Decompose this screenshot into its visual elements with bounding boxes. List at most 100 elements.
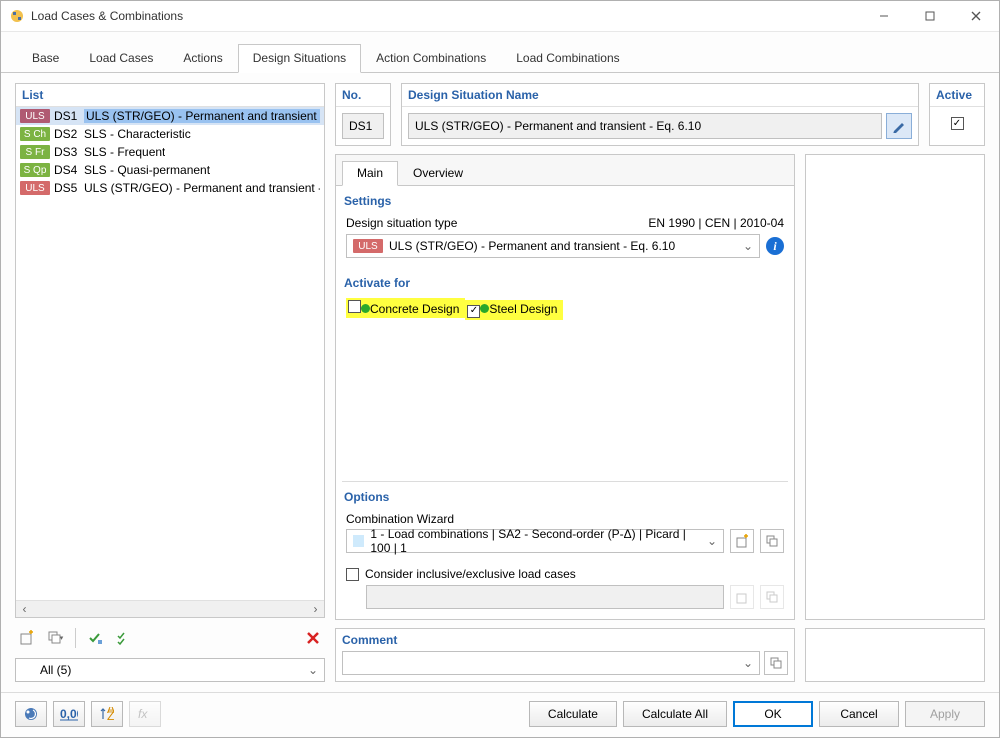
list-panel: List ULSDS1ULS (STR/GEO) - Permanent and… bbox=[15, 83, 325, 618]
list-row[interactable]: S FrDS3SLS - Frequent bbox=[16, 143, 324, 161]
row-badge: ULS bbox=[20, 109, 50, 123]
no-field: DS1 bbox=[342, 113, 384, 139]
activate-body: Concrete Design ✓Steel Design bbox=[336, 294, 794, 333]
row-badge: S Qp bbox=[20, 163, 50, 177]
row-id: DS4 bbox=[54, 163, 80, 177]
chevron-down-icon: ⌄ bbox=[743, 239, 753, 253]
comment-field[interactable]: ⌄ bbox=[342, 651, 760, 675]
comment-side-panel bbox=[805, 628, 985, 682]
ok-button[interactable]: OK bbox=[733, 701, 813, 727]
close-button[interactable] bbox=[953, 1, 999, 32]
header-row: No. DS1 Design Situation Name ULS (STR/G… bbox=[335, 83, 985, 146]
name-panel: Design Situation Name ULS (STR/GEO) - Pe… bbox=[401, 83, 919, 146]
type-badge: ULS bbox=[353, 239, 383, 253]
situation-type-combo[interactable]: ULS ULS (STR/GEO) - Permanent and transi… bbox=[346, 234, 760, 258]
delete-item-button[interactable] bbox=[301, 626, 325, 650]
row-name: SLS - Quasi-permanent bbox=[84, 163, 210, 177]
side-info-panel bbox=[805, 154, 985, 620]
name-field[interactable]: ULS (STR/GEO) - Permanent and transient … bbox=[408, 113, 882, 139]
options-body: Combination Wizard 1 - Load combinations… bbox=[336, 508, 794, 619]
minimize-button[interactable] bbox=[861, 1, 907, 32]
subtab-overview[interactable]: Overview bbox=[398, 161, 478, 186]
wizard-edit-button[interactable] bbox=[760, 529, 784, 553]
activate-item: ✓Steel Design bbox=[465, 300, 563, 320]
calculate-button[interactable]: Calculate bbox=[529, 701, 617, 727]
dialog-window: Load Cases & Combinations BaseLoad Cases… bbox=[0, 0, 1000, 738]
row-name: SLS - Characteristic bbox=[84, 127, 191, 141]
situation-type-label: Design situation type bbox=[346, 216, 457, 230]
comment-panel: Comment ⌄ bbox=[335, 628, 795, 682]
consider-checkbox[interactable] bbox=[346, 568, 359, 581]
activate-checkbox[interactable] bbox=[348, 300, 361, 313]
list-row[interactable]: ULSDS5ULS (STR/GEO) - Permanent and tran… bbox=[16, 179, 324, 197]
tab-load-combinations[interactable]: Load Combinations bbox=[501, 44, 634, 73]
titlebar: Load Cases & Combinations bbox=[1, 1, 999, 32]
design-situation-list[interactable]: ULSDS1ULS (STR/GEO) - Permanent and tran… bbox=[16, 107, 324, 600]
wizard-new-button[interactable] bbox=[730, 529, 754, 553]
scroll-right-icon[interactable]: › bbox=[307, 601, 324, 618]
comment-extra-button[interactable] bbox=[764, 651, 788, 675]
options-title: Options bbox=[336, 482, 794, 508]
settings-title: Settings bbox=[336, 186, 794, 212]
tab-base[interactable]: Base bbox=[17, 44, 74, 73]
row-id: DS2 bbox=[54, 127, 80, 141]
comment-title: Comment bbox=[336, 629, 794, 651]
name-label: Design Situation Name bbox=[402, 84, 918, 107]
row-name: ULS (STR/GEO) - Permanent and transient … bbox=[84, 109, 320, 123]
maximize-button[interactable] bbox=[907, 1, 953, 32]
row-id: DS3 bbox=[54, 145, 80, 159]
left-column: List ULSDS1ULS (STR/GEO) - Permanent and… bbox=[15, 83, 325, 682]
list-filter-combo[interactable]: All (5) ⌄ bbox=[15, 658, 325, 682]
help-button[interactable] bbox=[15, 701, 47, 727]
list-row[interactable]: S Ch DS2 SLS - Characteristic bbox=[16, 125, 324, 143]
check-all-button[interactable] bbox=[112, 626, 136, 650]
active-panel: Active ✓ bbox=[929, 83, 985, 146]
fx-button: fx bbox=[129, 701, 161, 727]
new-item-button[interactable] bbox=[15, 626, 39, 650]
list-row[interactable]: ULSDS1ULS (STR/GEO) - Permanent and tran… bbox=[16, 107, 324, 125]
svg-text:0,00: 0,00 bbox=[60, 707, 78, 721]
active-label: Active bbox=[930, 84, 984, 107]
tab-actions[interactable]: Actions bbox=[168, 44, 237, 73]
check-selected-button[interactable] bbox=[84, 626, 108, 650]
main-panel-row: MainOverview Settings Design situation t… bbox=[335, 154, 985, 620]
tab-action-combinations[interactable]: Action Combinations bbox=[361, 44, 501, 73]
chevron-down-icon: ⌄ bbox=[308, 663, 318, 677]
sort-button[interactable]: AZ bbox=[91, 701, 123, 727]
no-label: No. bbox=[336, 84, 390, 107]
activate-label: Concrete Design bbox=[370, 302, 459, 316]
bottom-bar: 0,00 AZ fx Calculate Calculate All OK Ca… bbox=[1, 692, 999, 737]
subtab-main[interactable]: Main bbox=[342, 161, 398, 186]
row-badge: S Fr bbox=[20, 145, 50, 159]
activate-checkbox[interactable]: ✓ bbox=[467, 305, 480, 318]
app-icon bbox=[9, 8, 25, 24]
row-badge: S Ch bbox=[20, 127, 50, 141]
svg-text:fx: fx bbox=[138, 707, 148, 721]
activate-title: Activate for bbox=[336, 268, 794, 294]
settings-body: Design situation type EN 1990 | CEN | 20… bbox=[336, 212, 794, 268]
main-detail-panel: MainOverview Settings Design situation t… bbox=[335, 154, 795, 620]
consider-label: Consider inclusive/exclusive load cases bbox=[365, 567, 576, 581]
active-checkbox[interactable]: ✓ bbox=[951, 117, 964, 130]
cancel-button[interactable]: Cancel bbox=[819, 701, 899, 727]
info-icon[interactable]: i bbox=[766, 237, 784, 255]
tab-design-situations[interactable]: Design Situations bbox=[238, 44, 361, 73]
edit-name-button[interactable] bbox=[886, 113, 912, 139]
tab-load-cases[interactable]: Load Cases bbox=[74, 44, 168, 73]
apply-button: Apply bbox=[905, 701, 985, 727]
units-button[interactable]: 0,00 bbox=[53, 701, 85, 727]
row-badge: ULS bbox=[20, 181, 50, 195]
wizard-combo[interactable]: 1 - Load combinations | SA2 - Second-ord… bbox=[346, 529, 724, 553]
list-hscrollbar[interactable]: ‹ › bbox=[16, 600, 324, 617]
content-area: List ULSDS1ULS (STR/GEO) - Permanent and… bbox=[1, 73, 999, 692]
copy-item-button[interactable]: ▾ bbox=[43, 626, 67, 650]
activate-item: Concrete Design bbox=[346, 298, 465, 318]
status-dot-icon bbox=[361, 304, 370, 313]
consider-new-button bbox=[730, 585, 754, 609]
calculate-all-button[interactable]: Calculate All bbox=[623, 701, 727, 727]
list-row[interactable]: S Qp DS4 SLS - Quasi-permanent bbox=[16, 161, 324, 179]
main-tabbar: BaseLoad CasesActionsDesign SituationsAc… bbox=[1, 32, 999, 73]
list-toolbar: ▾ bbox=[15, 624, 325, 652]
scroll-left-icon[interactable]: ‹ bbox=[16, 601, 33, 618]
list-header: List bbox=[16, 84, 324, 107]
